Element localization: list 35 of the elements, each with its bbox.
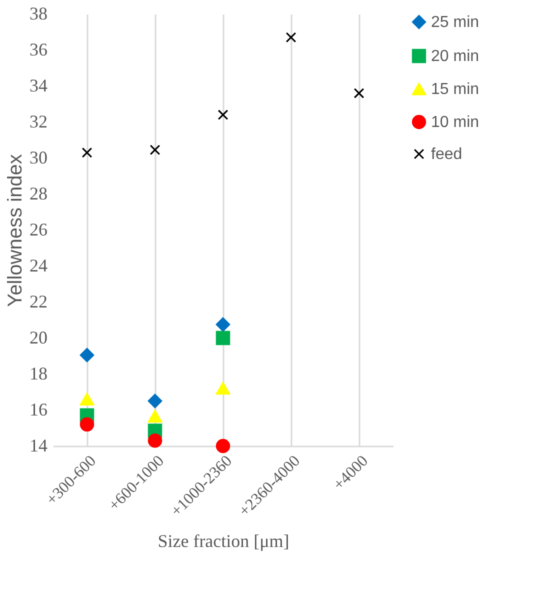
- point: [80, 392, 94, 406]
- point: [216, 317, 230, 332]
- y-tick-label: 26: [30, 220, 48, 240]
- point: [286, 32, 296, 43]
- point: [148, 410, 162, 423]
- y-tick-label: 22: [30, 292, 48, 312]
- legend-label: 25 min: [431, 14, 480, 31]
- legend-label: 15 min: [431, 81, 480, 98]
- point: [218, 110, 228, 120]
- y-tick-label: 18: [30, 364, 48, 384]
- y-axis-title: Yellowness index: [4, 154, 26, 307]
- y-tick-label: 24: [30, 256, 48, 276]
- point: [80, 417, 94, 432]
- y-tick-label: 34: [30, 76, 48, 96]
- y-tick-label: 14: [30, 436, 48, 456]
- legend-label: feed: [431, 146, 462, 163]
- legend-label: 20 min: [431, 48, 480, 65]
- y-tick-label: 28: [30, 184, 48, 204]
- point: [354, 88, 364, 98]
- point: [148, 433, 162, 448]
- point: [216, 438, 230, 454]
- point: [148, 394, 162, 408]
- y-tick-label: 16: [30, 400, 48, 420]
- point: [80, 348, 94, 362]
- x-axis-title: Size fraction [μm]: [158, 531, 290, 552]
- y-tick-label: 32: [30, 112, 48, 132]
- legend-label: 10 min: [431, 114, 480, 131]
- y-tick-label: 20: [30, 328, 48, 348]
- point: [216, 330, 230, 346]
- point: [216, 382, 230, 395]
- y-tick-label: 38: [30, 4, 48, 24]
- y-tick-label: 36: [30, 40, 48, 60]
- y-tick-label: 30: [30, 148, 48, 168]
- point: [150, 144, 160, 156]
- point: [82, 147, 92, 158]
